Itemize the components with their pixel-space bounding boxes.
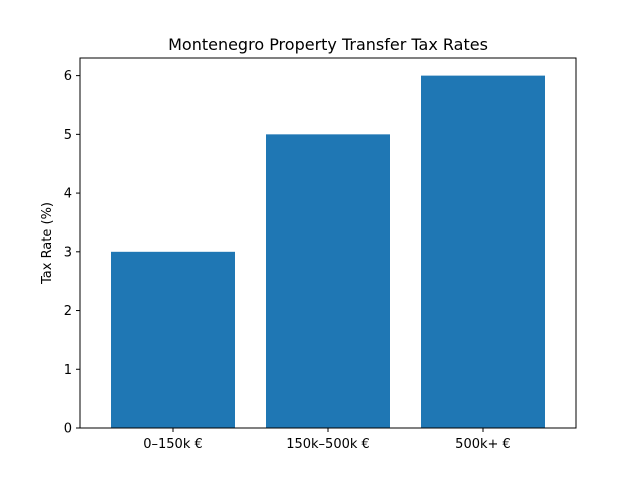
bar-2: [421, 75, 545, 428]
bar-1: [266, 134, 390, 428]
y-tick-label-0: 0: [64, 422, 72, 437]
x-tick-label-0: 0–150k €: [143, 437, 203, 452]
y-axis-label: Tax Rate (%): [40, 202, 55, 285]
y-tick-label-1: 1: [64, 363, 72, 378]
chart-title: Montenegro Property Transfer Tax Rates: [168, 35, 488, 54]
bars-layer: [111, 75, 545, 428]
y-tick-label-4: 4: [64, 187, 72, 202]
y-tick-label-5: 5: [64, 128, 72, 143]
plot-frame: [79, 57, 577, 429]
y-tick-label-6: 6: [64, 69, 72, 84]
y-tick-label-3: 3: [64, 245, 72, 260]
x-ticks-layer: 0–150k € 150k–500k € 500k+ €: [143, 428, 511, 452]
y-tick-label-2: 2: [64, 304, 72, 319]
y-ticks-layer: 0 1 2 3 4 5 6: [64, 69, 80, 437]
x-tick-label-1: 150k–500k €: [286, 437, 370, 452]
bar-0: [111, 251, 235, 428]
x-tick-label-2: 500k+ €: [455, 437, 511, 452]
